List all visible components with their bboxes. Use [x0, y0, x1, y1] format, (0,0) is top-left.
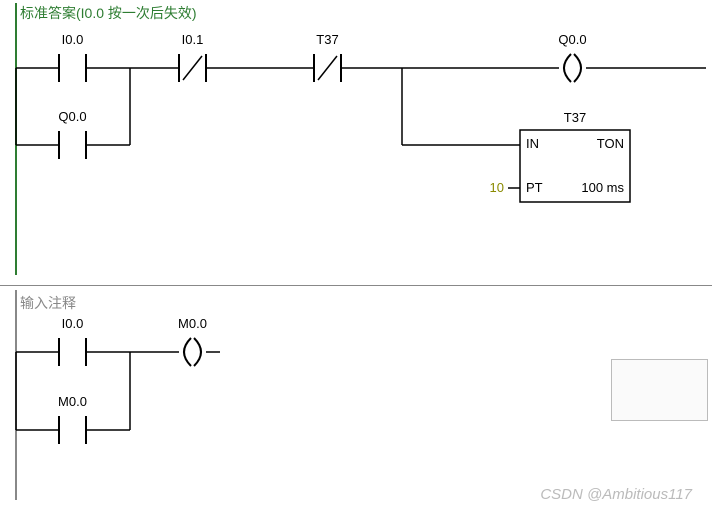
svg-text:PT: PT	[526, 180, 543, 195]
svg-text:Q0.0: Q0.0	[558, 32, 586, 47]
svg-text:T37: T37	[564, 110, 586, 125]
svg-text:10: 10	[490, 180, 504, 195]
svg-text:I0.0: I0.0	[62, 316, 84, 331]
svg-text:标准答案(I0.0 按一次后失效): 标准答案(I0.0 按一次后失效)	[20, 5, 197, 21]
svg-text:TON: TON	[597, 136, 624, 151]
svg-text:I0.1: I0.1	[182, 32, 204, 47]
svg-text:T37: T37	[316, 32, 338, 47]
svg-text:IN: IN	[526, 136, 539, 151]
svg-text:100 ms: 100 ms	[581, 180, 624, 195]
svg-text:I0.0: I0.0	[62, 32, 84, 47]
svg-text:M0.0: M0.0	[178, 316, 207, 331]
svg-text:Q0.0: Q0.0	[58, 109, 86, 124]
svg-text:输入注释: 输入注释	[20, 295, 76, 311]
side-placeholder	[611, 359, 708, 421]
svg-text:M0.0: M0.0	[58, 394, 87, 409]
ladder-diagram: 标准答案(I0.0 按一次后失效) I0.0 I0.1 T37 Q0.0 Q0.0 T37 I…	[0, 0, 712, 511]
watermark: CSDN @Ambitious117	[540, 486, 692, 503]
network-separator	[0, 285, 712, 286]
